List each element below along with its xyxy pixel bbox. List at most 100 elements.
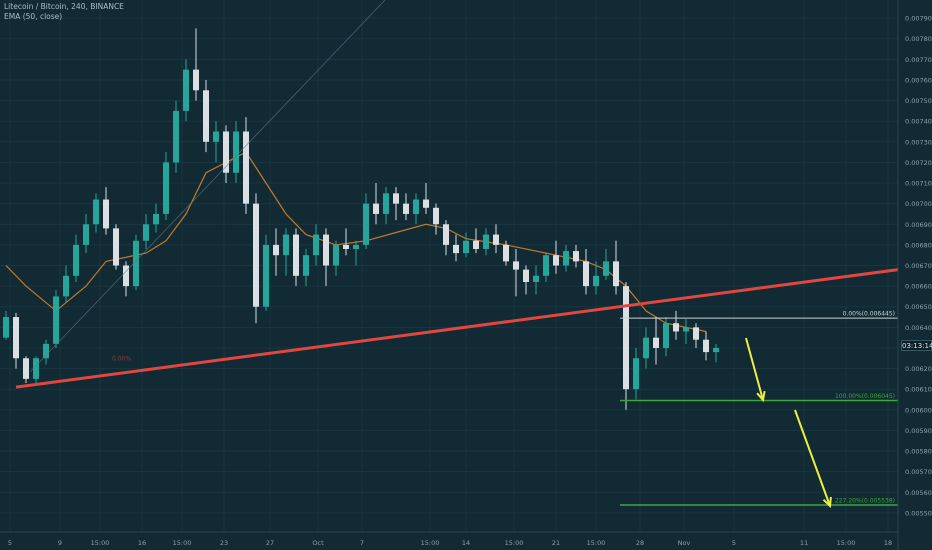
x-tick-label: 23 <box>220 539 228 547</box>
candle-body <box>393 193 399 204</box>
y-tick-label: 0.005500 <box>905 509 932 517</box>
x-tick-label: 9 <box>58 539 62 547</box>
candle-body <box>313 234 319 256</box>
candle-body <box>683 327 689 332</box>
x-tick-label: 5 <box>732 539 736 547</box>
arrow-down-first-head <box>756 390 766 403</box>
x-tick-label: 15:00 <box>505 539 524 547</box>
current-price-tag: 03:13:14 <box>901 340 932 352</box>
candle-body <box>443 224 449 245</box>
candle-body <box>403 203 409 214</box>
candle-body <box>373 203 379 214</box>
candle-body <box>713 347 719 353</box>
candle-body <box>213 131 219 142</box>
candle-body <box>113 228 119 266</box>
x-tick-label: Oct <box>312 539 324 547</box>
candle-body <box>203 90 209 142</box>
candle-body <box>573 251 579 262</box>
candle-body <box>603 261 609 276</box>
candle-body <box>123 265 129 287</box>
candle-body <box>633 358 639 390</box>
candle-body <box>473 240 479 250</box>
candle-body <box>543 255 549 276</box>
fib-level-label: 227.20%(0.005538) <box>835 498 895 505</box>
arrow-down-second-head <box>822 496 832 509</box>
symbol-title[interactable]: Litecoin / Bitcoin, 240, BINANCE <box>4 2 124 11</box>
candle-body <box>533 275 539 282</box>
candle-body <box>163 162 169 214</box>
x-tick-label: 18 <box>884 539 892 547</box>
drawings-layer: 0.00% 0.00%(0.006445) 100.00%(0.006045) 227… <box>15 0 899 509</box>
candle-body <box>3 317 9 338</box>
x-tick-label: 27 <box>266 539 274 547</box>
candle-body <box>353 244 359 250</box>
candle-body <box>23 358 29 379</box>
candle-body <box>73 244 79 276</box>
x-tick-label: 15:00 <box>91 539 110 547</box>
candles-layer <box>3 28 719 410</box>
candle-body <box>513 261 519 270</box>
candle-body <box>303 255 309 276</box>
candle-body <box>483 234 489 250</box>
red-trendline <box>15 268 899 389</box>
candle-body <box>243 131 249 204</box>
candle-body <box>153 213 159 225</box>
candle-body <box>433 207 439 225</box>
x-tick-label: Nov <box>678 539 691 547</box>
candle-body <box>83 224 89 245</box>
candle-body <box>333 244 339 266</box>
candle-body <box>263 244 269 307</box>
candle-body <box>223 131 229 173</box>
candle-body <box>183 69 189 111</box>
x-tick-label: 28 <box>636 539 644 547</box>
candle-body <box>463 240 469 254</box>
x-tick-label: 15:00 <box>587 539 606 547</box>
candle-body <box>383 193 389 214</box>
candle-body <box>173 110 179 163</box>
candle-body <box>283 234 289 256</box>
candle-body <box>233 131 239 173</box>
x-tick-label: 21 <box>552 539 560 547</box>
candle-body <box>43 343 49 359</box>
candle-body <box>503 244 509 262</box>
x-tick-label: 15:00 <box>837 539 856 547</box>
x-tick-label: 14 <box>462 539 470 547</box>
candle-body <box>523 269 529 282</box>
candle-body <box>273 244 279 256</box>
indicator-label[interactable]: EMA (50, close) <box>4 12 63 21</box>
candle-body <box>53 296 59 344</box>
candle-body <box>493 234 499 245</box>
candle-body <box>363 203 369 245</box>
candle-body <box>143 224 149 241</box>
candle-body <box>583 261 589 287</box>
x-axis[interactable]: 5 9 15:00 16 15:00 23 27 Oct 7 15:00 14 15:00 21 15:0… <box>0 531 898 547</box>
candle-body <box>553 255 559 266</box>
candle-body <box>343 244 349 250</box>
fib-level-label: 100.00%(0.006045) <box>835 393 895 400</box>
candle-body <box>323 234 329 266</box>
candle-body <box>63 275 69 297</box>
arrow-down-second-shaft <box>794 409 831 507</box>
x-tick-label: 16 <box>138 539 146 547</box>
candle-body <box>253 203 259 307</box>
candle-body <box>453 244 459 254</box>
